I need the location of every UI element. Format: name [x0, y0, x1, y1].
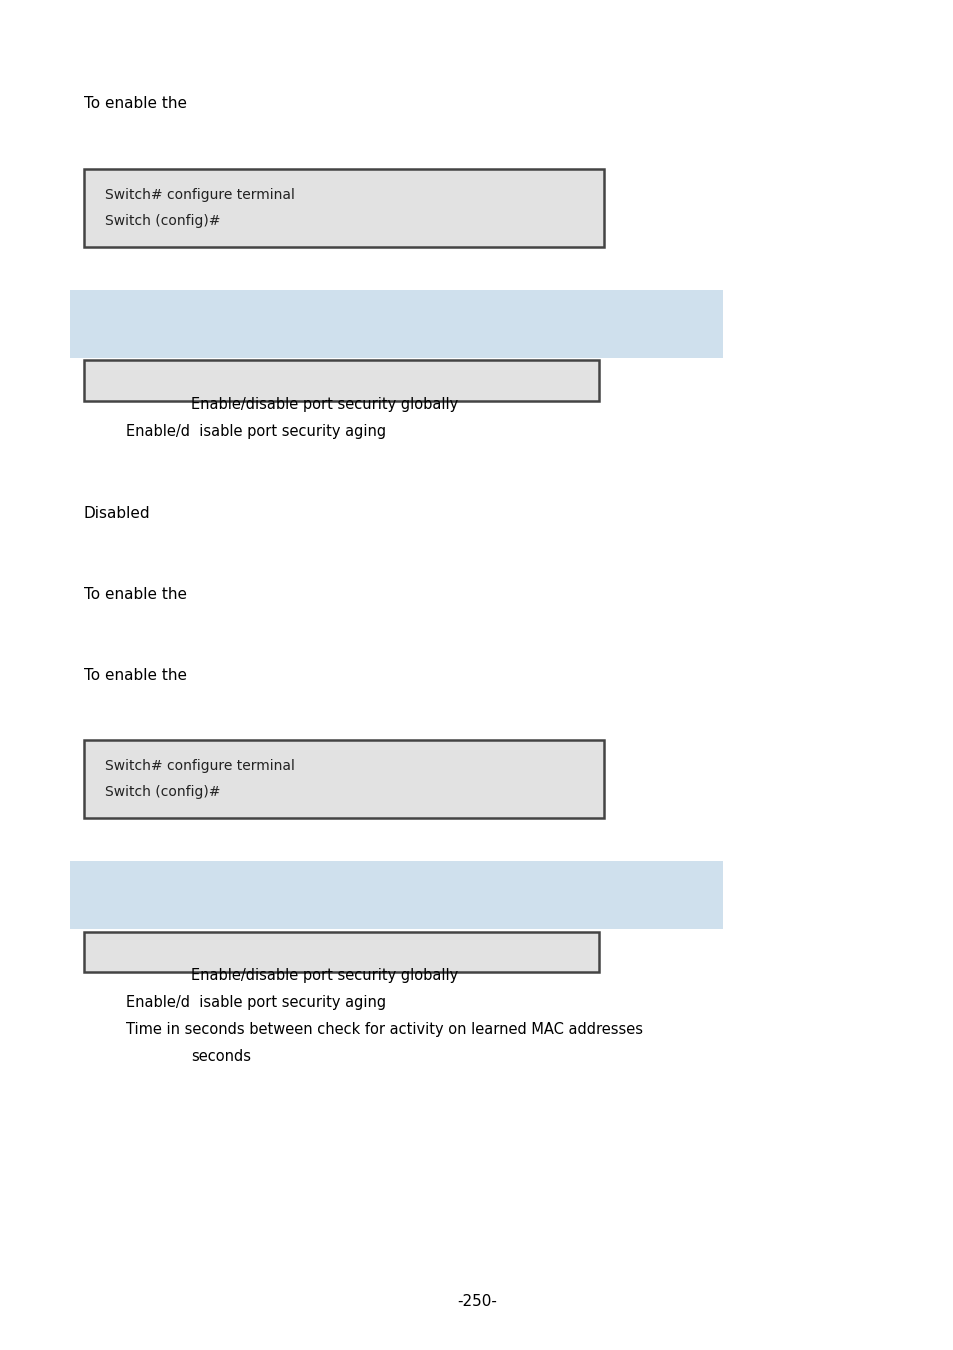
FancyBboxPatch shape	[70, 861, 722, 929]
Text: Switch# configure terminal: Switch# configure terminal	[105, 188, 294, 202]
Text: To enable the: To enable the	[84, 587, 187, 602]
FancyBboxPatch shape	[84, 740, 603, 818]
FancyBboxPatch shape	[84, 931, 598, 972]
FancyBboxPatch shape	[84, 360, 598, 401]
Text: Enable/disable port security globally: Enable/disable port security globally	[191, 968, 457, 983]
Text: Enable/disable port security globally: Enable/disable port security globally	[191, 397, 457, 412]
Text: Switch (config)#: Switch (config)#	[105, 213, 220, 228]
Text: Enable/d  isable port security aging: Enable/d isable port security aging	[126, 995, 386, 1010]
Text: Enable/d  isable port security aging: Enable/d isable port security aging	[126, 424, 386, 439]
Text: To enable the: To enable the	[84, 668, 187, 683]
Text: Time in seconds between check for activity on learned MAC addresses: Time in seconds between check for activi…	[126, 1022, 642, 1037]
FancyBboxPatch shape	[70, 290, 722, 358]
Text: Switch (config)#: Switch (config)#	[105, 784, 220, 799]
Text: To enable the: To enable the	[84, 96, 187, 112]
Text: seconds: seconds	[191, 1049, 251, 1064]
FancyBboxPatch shape	[84, 169, 603, 247]
Text: Switch# configure terminal: Switch# configure terminal	[105, 759, 294, 774]
Text: -250-: -250-	[456, 1295, 497, 1309]
Text: Disabled: Disabled	[84, 506, 151, 521]
